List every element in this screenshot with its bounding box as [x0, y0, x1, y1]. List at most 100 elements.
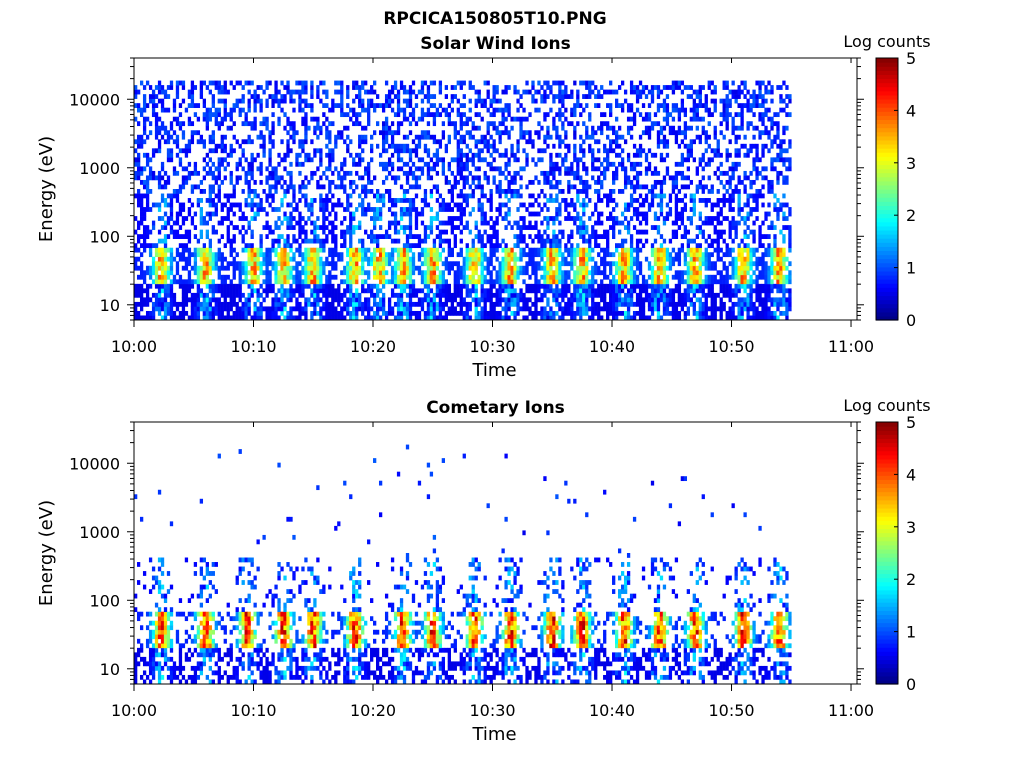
heatmap-cell: [331, 103, 335, 108]
heatmap-cell: [193, 225, 198, 230]
heatmap-cell: [241, 247, 245, 253]
heatmap-cell: [256, 193, 260, 199]
heatmap-cell: [178, 234, 183, 239]
heatmap-cell: [435, 112, 440, 118]
heatmap-cell: [408, 310, 413, 316]
heatmap-cell: [346, 310, 350, 316]
heatmap-cell: [555, 152, 559, 158]
heatmap-cell: [199, 198, 204, 203]
heatmap-cell: [148, 130, 153, 136]
heatmap-cell: [163, 179, 168, 185]
heatmap-cell: [271, 98, 275, 104]
heatmap-cell: [579, 220, 583, 226]
heatmap-cell: [620, 107, 625, 113]
heatmap-cell: [647, 125, 652, 131]
heatmap-cell: [570, 247, 574, 253]
heatmap-cell: [319, 238, 323, 244]
heatmap-cell: [495, 216, 499, 221]
heatmap-cell: [444, 256, 448, 262]
heatmap-cell: [411, 148, 416, 154]
heatmap-cell: [160, 283, 165, 289]
heatmap-cell: [405, 179, 410, 185]
heatmap-cell: [620, 256, 625, 262]
heatmap-cell: [196, 184, 201, 190]
heatmap-cell: [211, 279, 215, 285]
heatmap-cell: [531, 85, 535, 90]
heatmap-cell: [328, 283, 332, 289]
heatmap-cell: [543, 134, 547, 140]
heatmap-cell: [564, 157, 568, 163]
heatmap-cell: [142, 121, 147, 127]
heatmap-cell: [262, 279, 266, 285]
heatmap-cell: [653, 252, 658, 258]
heatmap-cell: [307, 179, 311, 185]
heatmap-cell: [346, 261, 350, 267]
heatmap-cell: [474, 270, 478, 276]
heatmap-cell: [244, 121, 248, 127]
heatmap-cell: [665, 107, 670, 113]
heatmap-cell: [635, 283, 640, 289]
heatmap-cell: [495, 288, 499, 294]
heatmap-cell: [513, 270, 517, 276]
heatmap-cell: [298, 315, 302, 321]
heatmap-cell: [588, 283, 592, 289]
heatmap-cell: [444, 220, 448, 226]
heatmap-cell: [486, 265, 490, 271]
heatmap-cell: [659, 283, 664, 289]
heatmap-cell: [376, 306, 380, 312]
heatmap-cell: [462, 112, 466, 118]
heatmap-cell: [289, 179, 293, 185]
heatmap-cell: [307, 252, 311, 258]
heatmap-cell: [205, 112, 209, 118]
heatmap-cell: [653, 152, 658, 158]
heatmap-cell: [292, 234, 296, 239]
heatmap-cell: [546, 310, 550, 316]
heatmap-cell: [635, 98, 640, 104]
heatmap-cell: [558, 112, 562, 118]
heatmap-cell: [591, 125, 595, 131]
heatmap-cell: [471, 85, 475, 90]
heatmap-cell: [208, 243, 212, 249]
heatmap-cell: [181, 80, 186, 86]
heatmap-cell: [226, 301, 230, 307]
heatmap-cell: [181, 306, 186, 312]
heatmap-cell: [620, 279, 625, 285]
heatmap-cell: [202, 166, 206, 172]
heatmap-cell: [259, 198, 263, 203]
heatmap-cell: [600, 283, 604, 289]
heatmap-cell: [662, 220, 667, 226]
heatmap-cell: [390, 279, 395, 285]
heatmap-cell: [378, 103, 383, 108]
heatmap-cell: [543, 148, 547, 154]
heatmap-cell: [202, 292, 206, 298]
heatmap-cell: [304, 85, 308, 90]
heatmap-cell: [558, 189, 562, 194]
heatmap-cell: [181, 179, 186, 185]
heatmap-cell: [232, 225, 236, 230]
heatmap-cell: [268, 261, 272, 267]
heatmap-cell: [214, 202, 218, 208]
heatmap-cell: [226, 198, 230, 203]
heatmap-cell: [220, 265, 224, 271]
heatmap-cell: [142, 85, 147, 90]
heatmap-cell: [292, 130, 296, 136]
heatmap-cell: [223, 175, 227, 181]
heatmap-cell: [558, 152, 562, 158]
heatmap-cell: [552, 292, 556, 298]
heatmap-cell: [304, 283, 308, 289]
heatmap-cell: [325, 234, 329, 239]
heatmap-cell: [262, 121, 266, 127]
heatmap-cell: [226, 283, 230, 289]
heatmap-cell: [184, 148, 189, 154]
heatmap-cell: [253, 310, 257, 316]
heatmap-cell: [453, 157, 457, 163]
heatmap-cell: [175, 247, 180, 253]
heatmap-cell: [169, 216, 174, 221]
heatmap-cell: [358, 98, 362, 104]
heatmap-cell: [346, 229, 350, 235]
heatmap-cell: [151, 94, 156, 99]
heatmap-cell: [591, 148, 595, 154]
heatmap-cell: [504, 306, 508, 312]
heatmap-cell: [298, 152, 302, 158]
